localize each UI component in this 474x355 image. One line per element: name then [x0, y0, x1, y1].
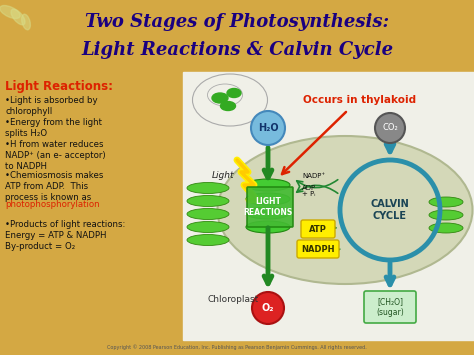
Text: NADPH: NADPH — [301, 245, 335, 253]
Ellipse shape — [246, 179, 290, 191]
Text: LIGHT
REACTIONS: LIGHT REACTIONS — [243, 197, 292, 217]
Circle shape — [252, 292, 284, 324]
Ellipse shape — [187, 235, 229, 246]
Text: CALVIN
CYCLE: CALVIN CYCLE — [371, 199, 410, 221]
Text: photophosphorylation: photophosphorylation — [5, 200, 100, 209]
Text: Copyright © 2008 Pearson Education, Inc. Publishing as Pearson Benjamin Cummings: Copyright © 2008 Pearson Education, Inc.… — [107, 344, 367, 350]
Text: Light: Light — [212, 170, 234, 180]
Text: ADP
+ Pᵢ: ADP + Pᵢ — [302, 185, 316, 197]
Ellipse shape — [187, 182, 229, 193]
Text: O₂: O₂ — [262, 303, 274, 313]
Ellipse shape — [11, 9, 25, 25]
Text: •Products of light reactions:
Energy = ATP & NADPH
By-product = O₂: •Products of light reactions: Energy = A… — [5, 220, 126, 251]
FancyBboxPatch shape — [297, 240, 339, 258]
Text: CO₂: CO₂ — [382, 124, 398, 132]
Text: Occurs in thylakoid: Occurs in thylakoid — [303, 95, 417, 105]
Circle shape — [251, 111, 285, 145]
Ellipse shape — [0, 6, 20, 18]
Text: ATP: ATP — [309, 224, 327, 234]
Text: •H from water reduces
NADP⁺ (an e- acceptor)
to NADPH: •H from water reduces NADP⁺ (an e- accep… — [5, 140, 106, 171]
Bar — [183, 72, 474, 340]
FancyBboxPatch shape — [301, 220, 335, 238]
Text: [CH₂O]
(sugar): [CH₂O] (sugar) — [376, 297, 404, 317]
Text: •Energy from the light
splits H₂O: •Energy from the light splits H₂O — [5, 118, 102, 138]
Text: H₂O: H₂O — [258, 123, 278, 133]
Circle shape — [375, 113, 405, 143]
Ellipse shape — [246, 193, 290, 205]
Ellipse shape — [246, 221, 290, 233]
Text: Light Reactions & Calvin Cycle: Light Reactions & Calvin Cycle — [81, 41, 393, 59]
Ellipse shape — [246, 207, 290, 219]
Text: Chloroplast: Chloroplast — [208, 295, 259, 305]
Text: •Chemiosmosis makes
ATP from ADP.  This
process is known as: •Chemiosmosis makes ATP from ADP. This p… — [5, 171, 103, 202]
Text: NADP⁺: NADP⁺ — [302, 173, 325, 179]
FancyBboxPatch shape — [247, 187, 293, 227]
Ellipse shape — [187, 196, 229, 207]
Ellipse shape — [218, 136, 473, 284]
FancyBboxPatch shape — [364, 291, 416, 323]
Ellipse shape — [212, 93, 228, 103]
Ellipse shape — [22, 14, 30, 30]
Ellipse shape — [220, 102, 236, 110]
Ellipse shape — [187, 222, 229, 233]
Text: •Light is absorbed by
chlorophyll: •Light is absorbed by chlorophyll — [5, 96, 98, 116]
Ellipse shape — [429, 210, 463, 220]
Ellipse shape — [227, 88, 241, 98]
Ellipse shape — [429, 223, 463, 233]
Ellipse shape — [429, 197, 463, 207]
Text: Light Reactions:: Light Reactions: — [5, 80, 113, 93]
Text: Two Stages of Photosynthesis:: Two Stages of Photosynthesis: — [85, 13, 389, 31]
Ellipse shape — [187, 208, 229, 219]
